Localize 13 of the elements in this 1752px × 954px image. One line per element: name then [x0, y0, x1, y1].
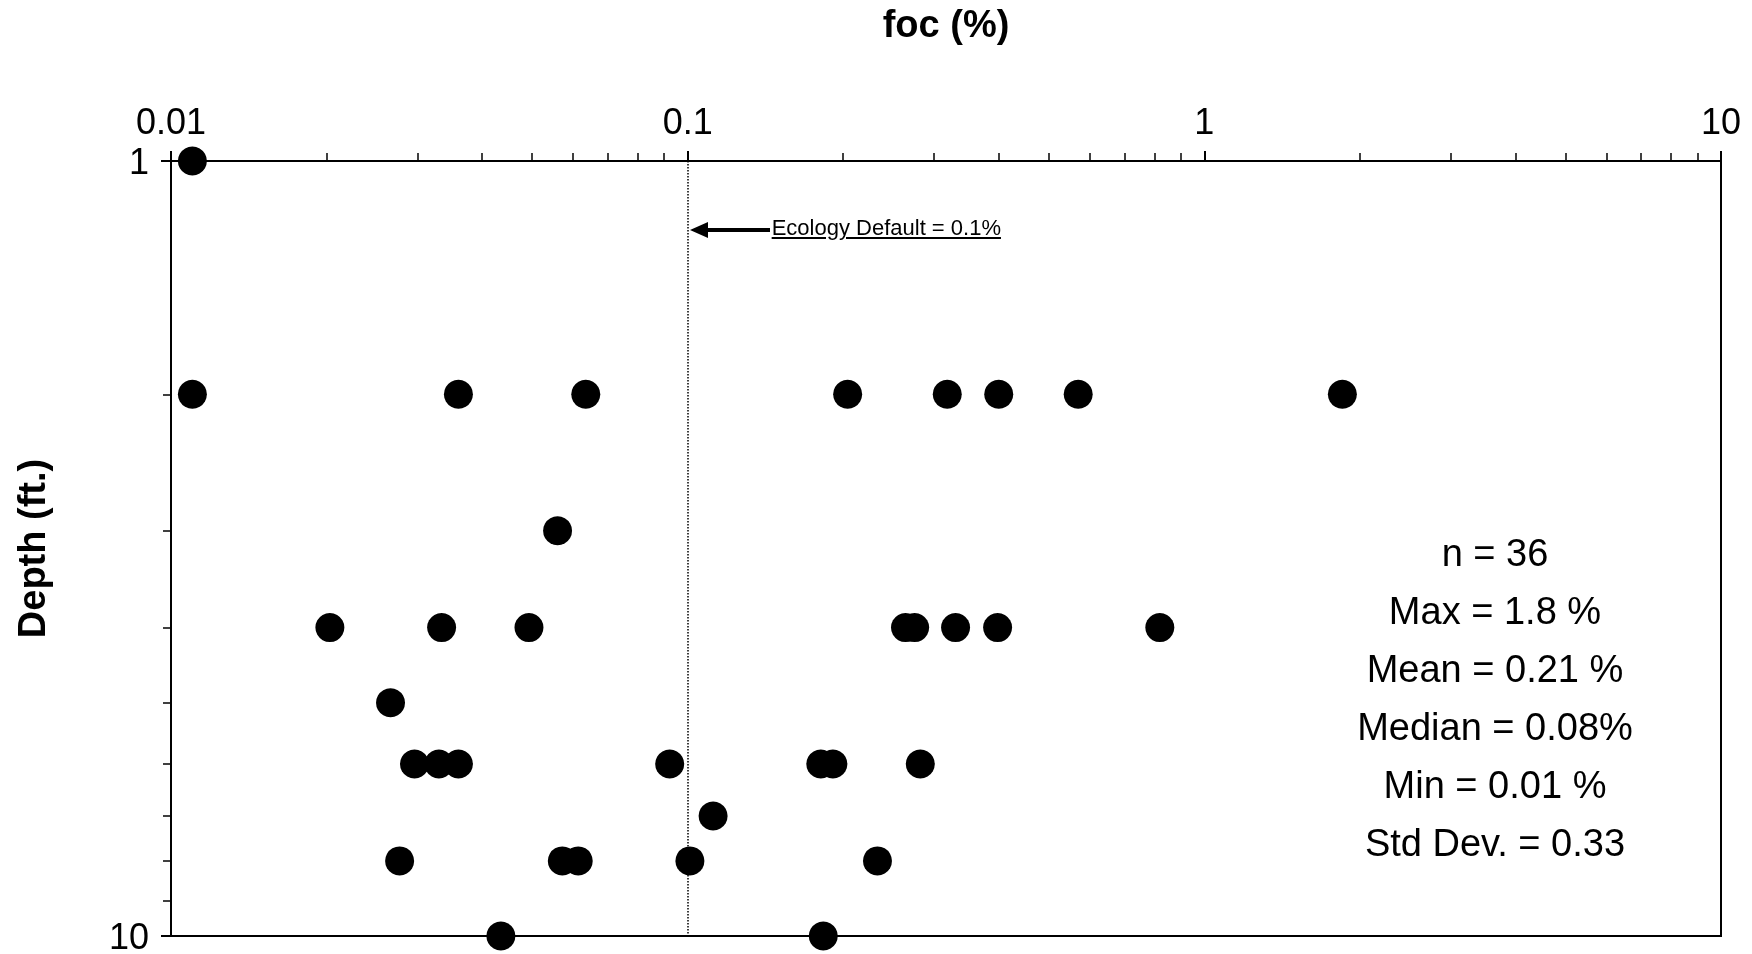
annotation: Std Dev. = 0.33 — [1363, 821, 1627, 866]
annotation: Min = 0.01 % — [1382, 763, 1608, 808]
x-axis-title: foc (%) — [882, 3, 1010, 45]
annotation: Max = 1.8 % — [1387, 589, 1603, 634]
ref-line-label: Ecology Default = 0.1% — [771, 215, 1001, 241]
annotation: Mean = 0.21 % — [1365, 647, 1625, 692]
y-axis-title: Depth (ft.) — [11, 458, 53, 639]
annotation: n = 36 — [1440, 531, 1550, 576]
x-tick-label: 0.01 — [135, 100, 207, 142]
x-tick-label: 10 — [1700, 100, 1742, 142]
x-tick-label: 0.1 — [662, 100, 713, 142]
x-tick-label: 1 — [1194, 100, 1215, 142]
annotation: Median = 0.08% — [1356, 705, 1634, 750]
